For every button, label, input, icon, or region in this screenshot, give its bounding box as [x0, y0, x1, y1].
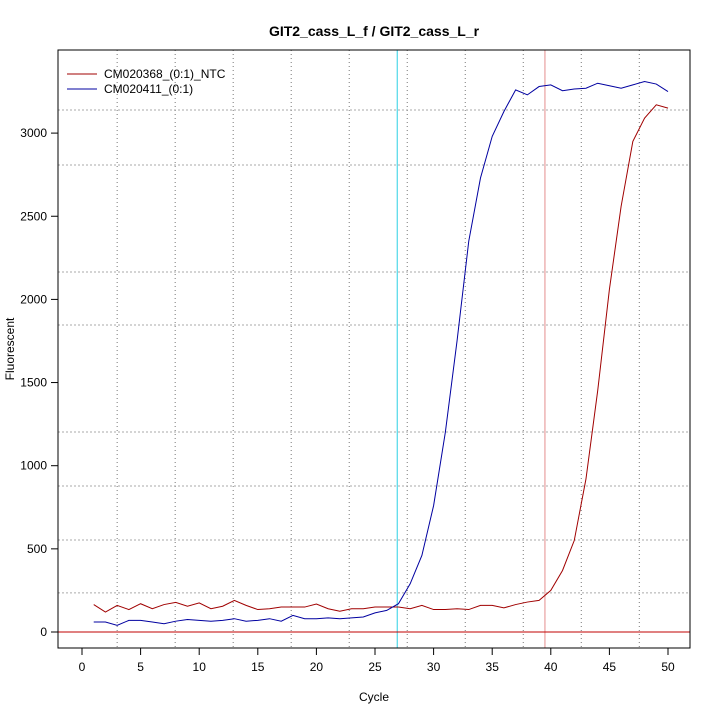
plot-frame [57, 49, 691, 649]
y-tick-label: 1000 [20, 459, 47, 473]
x-tick-label: 30 [427, 660, 441, 674]
x-tick-label: 5 [137, 660, 144, 674]
legend-label: CM020411_(0:1) [104, 82, 193, 96]
series-line [93, 81, 669, 626]
y-tick-label: 2500 [20, 209, 47, 223]
y-tick-label: 2000 [20, 292, 47, 306]
x-tick-label: 10 [193, 660, 207, 674]
y-axis-label: Fluorescent [3, 317, 17, 380]
x-axis-label: Cycle [359, 690, 389, 704]
legend: CM020368_(0:1)_NTC CM020411_(0:1) [67, 67, 226, 96]
y-tick-label: 500 [27, 542, 47, 556]
x-tick-label: 40 [544, 660, 558, 674]
y-tick-label: 1500 [20, 376, 47, 390]
y-tick-label: 3000 [20, 126, 47, 140]
x-tick-label: 50 [661, 660, 675, 674]
x-tick-label: 25 [368, 660, 382, 674]
series-line [93, 104, 669, 613]
y-tick-label: 0 [40, 625, 47, 639]
x-tick-label: 20 [310, 660, 324, 674]
x-tick-label: 35 [486, 660, 500, 674]
x-tick-label: 0 [79, 660, 86, 674]
chart-title: GIT2_cass_L_f / GIT2_cass_L_r [269, 23, 480, 39]
legend-label: CM020368_(0:1)_NTC [104, 67, 226, 81]
x-tick-label: 15 [251, 660, 265, 674]
x-tick-label: 45 [603, 660, 617, 674]
